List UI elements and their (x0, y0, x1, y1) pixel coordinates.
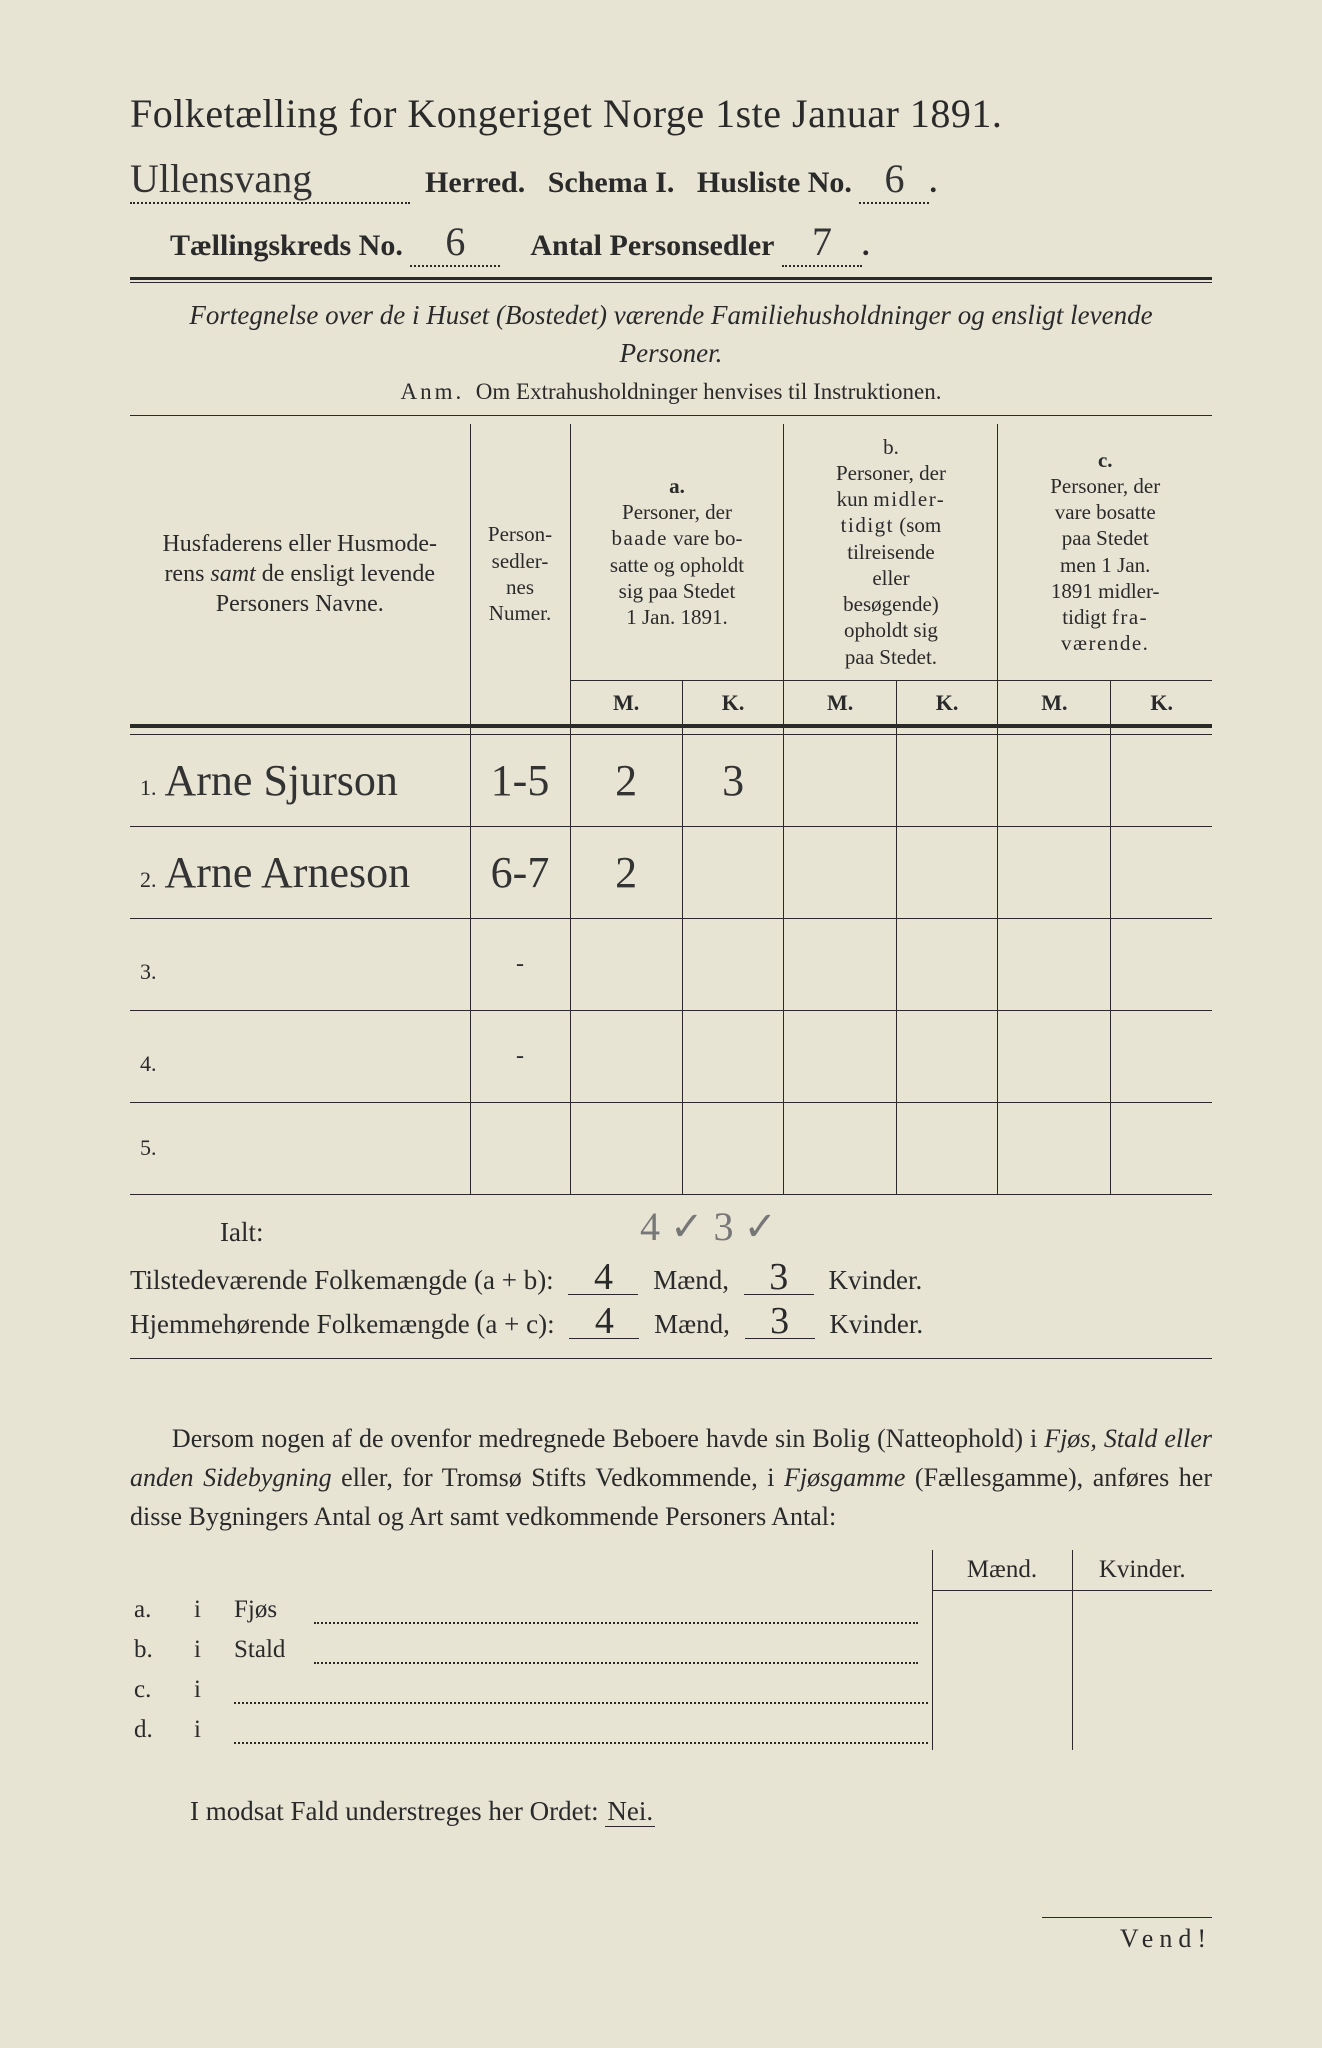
table-row: 5. (130, 1102, 1212, 1194)
outbuilding-row: d. i (130, 1710, 1212, 1750)
household-table: Husfaderens eller Husmode-rens samt de e… (130, 424, 1212, 1195)
col-header-a: a. Personer, derbaade vare bo-satte og o… (570, 424, 784, 681)
table-row: 2.Arne Arneson 6-7 2 (130, 826, 1212, 918)
header-line-2: Ullensvang Herred. Schema I. Husliste No… (130, 155, 1212, 204)
mk-header-m: Mænd. (932, 1550, 1072, 1591)
table-row: 1.Arne Sjurson 1-5 2 3 (130, 734, 1212, 826)
herred-handwritten: Ullensvang (130, 155, 410, 204)
form-subtitle: Fortegnelse over de i Huset (Bostedet) v… (130, 297, 1212, 373)
present-k-hand: 3 (744, 1260, 814, 1295)
outbuilding-row: c. i (130, 1670, 1212, 1710)
name-hand: Arne Arneson (165, 848, 411, 897)
mk-header-k: Kvinder. (1072, 1550, 1212, 1591)
col-c-m: M. (998, 680, 1111, 726)
table-row: 3. - (130, 918, 1212, 1010)
col-header-b: b. Personer, derkun midler-tidigt (somti… (784, 424, 998, 681)
page-title: Folketælling for Kongeriget Norge 1ste J… (130, 90, 1212, 137)
kreds-handwritten: 6 (410, 218, 500, 267)
totals-resident: Hjemmehørende Folkemængde (a + c): 4 Mæn… (130, 1304, 1212, 1340)
totals-present: Tilstedeværende Folkemængde (a + b): 4 M… (130, 1260, 1212, 1296)
present-m-hand: 4 (568, 1260, 638, 1295)
outbuilding-table: Mænd. Kvinder. a. i Fjøs b. i Stald c. i… (130, 1550, 1212, 1751)
ialt-hand: 4 ✓ 3 ✓ (640, 1203, 777, 1250)
nei-line: I modsat Fald understreges her Ordet: Ne… (190, 1796, 1212, 1827)
rule-2 (130, 415, 1212, 416)
kreds-label: Tællingskreds No. (170, 229, 403, 262)
form-note: Anm. Om Extrahusholdninger henvises til … (130, 379, 1212, 405)
rule-1 (130, 277, 1212, 283)
ialt-line: Ialt: 4 ✓ 3 ✓ (220, 1217, 1212, 1248)
nei-word: Nei. (605, 1796, 655, 1827)
resident-k-hand: 3 (745, 1304, 815, 1339)
table-row: 4. - (130, 1010, 1212, 1102)
vend-label: Vend! (1042, 1917, 1212, 1954)
antal-handwritten: 7 (782, 218, 862, 267)
col-header-nums: Person-sedler-nesNumer. (470, 424, 570, 727)
outbuilding-para: Dersom nogen af de ovenfor medregnede Be… (130, 1419, 1212, 1536)
name-hand: Arne Sjurson (165, 756, 398, 805)
header-line-3: Tællingskreds No. 6 Antal Personsedler 7… (130, 218, 1212, 267)
schema-label: Schema I. (548, 166, 675, 199)
col-b-k: K. (896, 680, 998, 726)
col-c-k: K. (1111, 680, 1212, 726)
col-b-m: M. (784, 680, 896, 726)
outbuilding-row: b. i Stald (130, 1630, 1212, 1670)
herred-label: Herred. (425, 166, 525, 199)
husliste-label: Husliste No. (697, 166, 852, 199)
col-header-c: c. Personer, dervare bosattepaa Stedetme… (998, 424, 1212, 681)
resident-m-hand: 4 (569, 1304, 639, 1339)
col-header-names: Husfaderens eller Husmode-rens samt de e… (130, 424, 470, 727)
husliste-handwritten: 6 (859, 155, 929, 204)
antal-label: Antal Personsedler (530, 229, 774, 262)
outbuilding-row: a. i Fjøs (130, 1590, 1212, 1630)
col-a-m: M. (570, 680, 682, 726)
col-a-k: K. (682, 680, 784, 726)
rule-3 (130, 1358, 1212, 1359)
